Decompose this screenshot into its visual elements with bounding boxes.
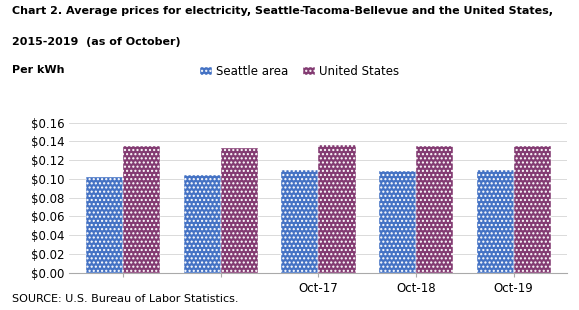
Text: 2015-2019  (as of October): 2015-2019 (as of October) <box>12 37 180 47</box>
Bar <box>86 177 123 273</box>
Bar <box>281 170 318 273</box>
Text: Chart 2. Average prices for electricity, Seattle-Tacoma-Bellevue and the United : Chart 2. Average prices for electricity,… <box>12 6 552 16</box>
Bar <box>477 170 514 273</box>
Legend: Seattle area, United States: Seattle area, United States <box>200 65 400 78</box>
Bar <box>221 148 258 273</box>
Bar <box>318 145 356 273</box>
Bar <box>416 146 453 273</box>
Bar <box>184 175 221 273</box>
Bar <box>379 171 416 273</box>
Bar <box>123 146 160 273</box>
Text: Per kWh: Per kWh <box>12 65 64 75</box>
Bar <box>514 146 551 273</box>
Text: SOURCE: U.S. Bureau of Labor Statistics.: SOURCE: U.S. Bureau of Labor Statistics. <box>12 294 238 304</box>
